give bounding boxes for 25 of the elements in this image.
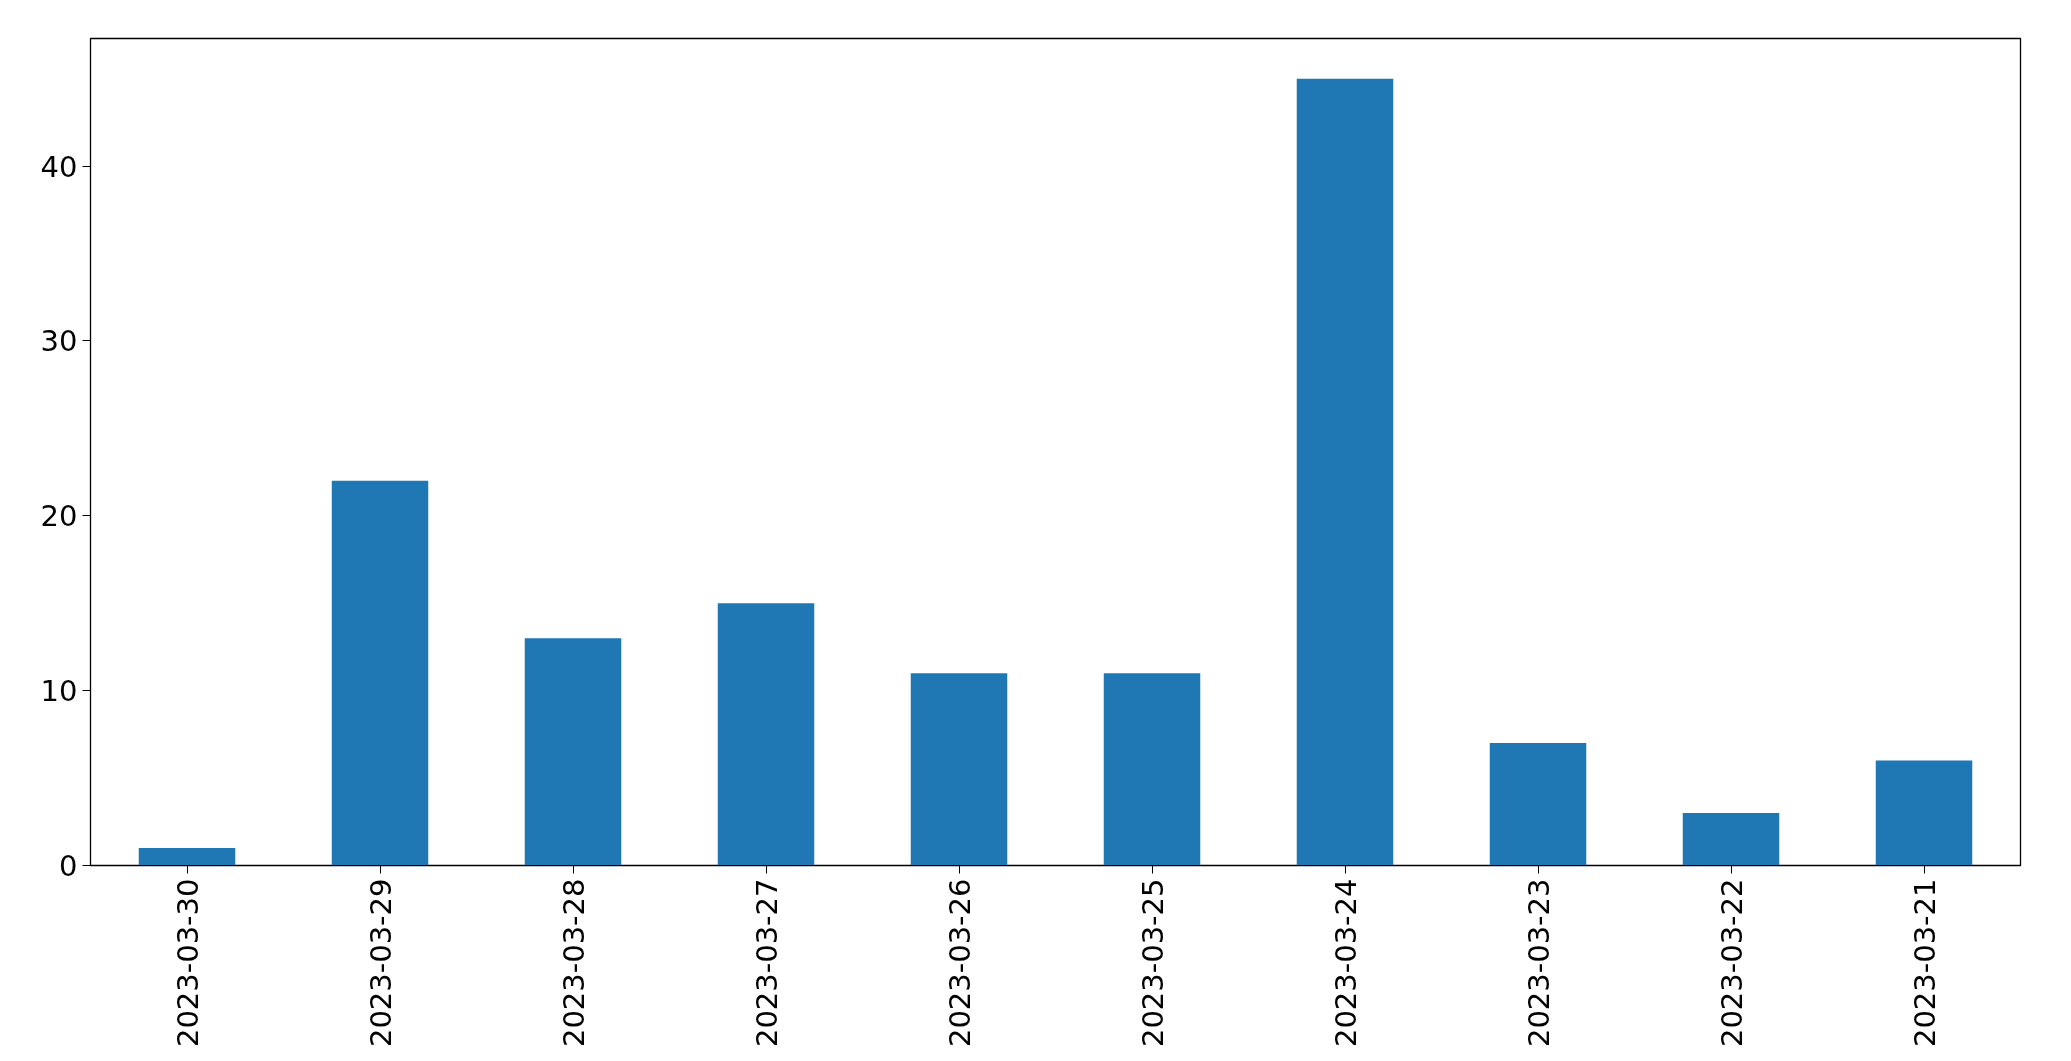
bar [910, 673, 1008, 866]
bar [524, 638, 622, 866]
bar [138, 848, 236, 866]
bar [1875, 760, 1973, 866]
x-tick-label: 2023-03-25 [1135, 878, 1170, 1048]
bar [717, 603, 815, 866]
bar [1489, 743, 1587, 866]
y-tick-label: 30 [40, 324, 78, 359]
bar [1103, 673, 1201, 866]
y-tick-label: 0 [59, 849, 78, 883]
y-tick-label: 40 [40, 149, 78, 184]
x-tick-label: 2023-03-28 [556, 878, 591, 1048]
x-tick-label: 2023-03-24 [1328, 878, 1363, 1048]
x-tick-label: 2023-03-29 [363, 878, 398, 1048]
bar [1682, 813, 1780, 866]
bar [1296, 78, 1394, 866]
bar [331, 480, 429, 866]
x-tick-label: 2023-03-26 [942, 878, 977, 1048]
y-tick-label: 20 [40, 499, 78, 534]
x-tick-label: 2023-03-30 [170, 878, 205, 1048]
x-tick-label: 2023-03-27 [749, 878, 784, 1048]
x-tick-label: 2023-03-22 [1714, 878, 1749, 1048]
x-tick-label: 2023-03-21 [1907, 878, 1942, 1048]
x-tick-label: 2023-03-23 [1521, 878, 1556, 1048]
y-tick-label: 10 [40, 674, 78, 709]
